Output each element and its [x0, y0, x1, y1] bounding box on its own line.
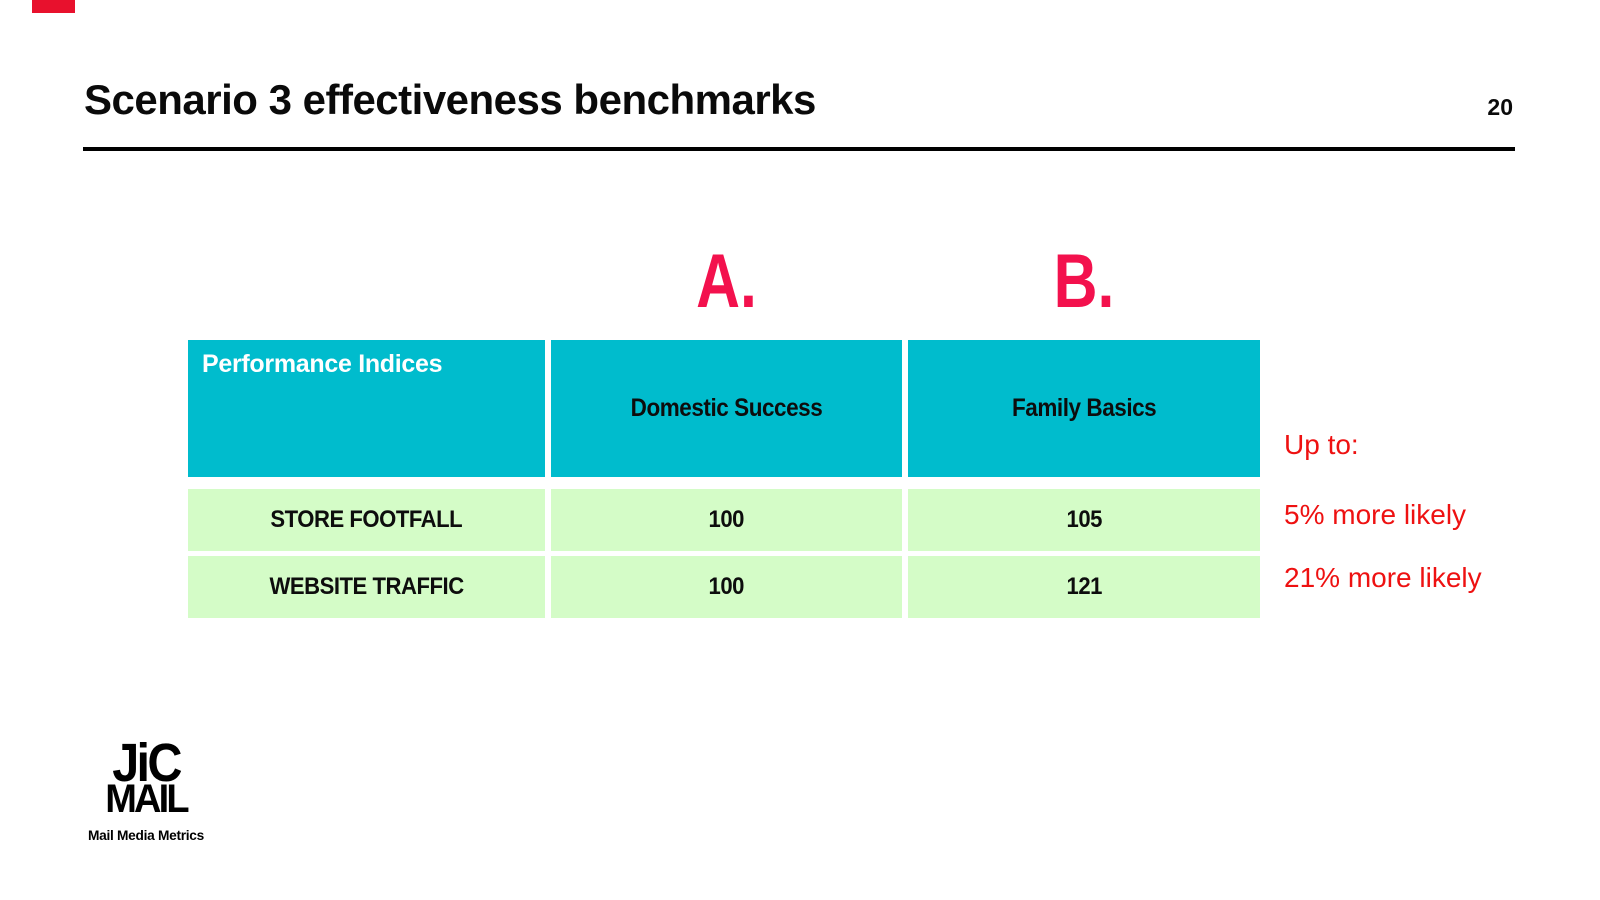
logo-jic-text: JiC	[112, 733, 182, 793]
table-row-store-footfall-value-a: 100	[551, 489, 902, 551]
option-b-label: B.	[1053, 239, 1115, 324]
corner-accent-bar	[32, 0, 75, 13]
annotation-store-footfall: 5% more likely	[1284, 499, 1467, 530]
table-header-performance-indices: Performance Indices	[188, 340, 545, 477]
cell-value: 121	[1066, 573, 1102, 600]
row-label: STORE FOOTFALL	[270, 506, 463, 533]
annotation-website-traffic: 21% more likely	[1284, 562, 1482, 593]
annotation-up-to: Up to:	[1284, 429, 1359, 460]
logo-mail-text: MAIL	[105, 777, 189, 821]
page-number: 20	[1487, 94, 1513, 120]
option-a-label: A.	[696, 239, 757, 324]
cell-value: 100	[708, 506, 745, 533]
table-row-store-footfall-value-b: 105	[908, 489, 1260, 551]
table-row-website-traffic-metric: WEBSITE TRAFFIC	[188, 556, 545, 618]
logo-tagline: Mail Media Metrics	[88, 827, 204, 844]
header-label: Domestic Success	[630, 394, 823, 422]
cell-value: 100	[708, 573, 745, 600]
jicmail-logo: JiC MAIL Mail Media Metrics	[80, 736, 212, 843]
table-row-store-footfall-metric: STORE FOOTFALL	[188, 489, 545, 551]
title-divider-line	[83, 147, 1515, 151]
table-header-domestic-success: Domestic Success	[551, 340, 902, 477]
row-label: WEBSITE TRAFFIC	[269, 573, 464, 600]
header-label: Family Basics	[1011, 394, 1157, 422]
header-label: Performance Indices	[202, 350, 443, 378]
table-row-website-traffic-value-b: 121	[908, 556, 1260, 618]
page-title: Scenario 3 effectiveness benchmarks	[84, 76, 816, 123]
table-header-family-basics: Family Basics	[908, 340, 1260, 477]
cell-value: 105	[1066, 506, 1102, 533]
table-row-website-traffic-value-a: 100	[551, 556, 902, 618]
